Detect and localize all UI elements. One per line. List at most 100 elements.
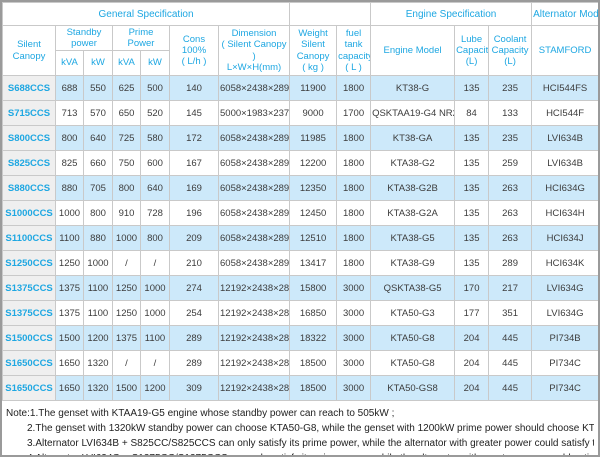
- model-link-cell[interactable]: S800CCS: [2, 125, 56, 151]
- value-cell: HCI634G: [531, 175, 598, 201]
- value-cell: 135: [454, 150, 490, 176]
- model-link-cell[interactable]: S688CCS: [2, 75, 56, 101]
- value-cell: 135: [454, 225, 490, 251]
- value-cell: 5000×1983×2371: [217, 100, 291, 126]
- value-cell: 351: [488, 300, 533, 326]
- value-cell: 235: [488, 75, 533, 101]
- value-cell: 169: [169, 175, 219, 201]
- value-cell: 11900: [289, 75, 338, 101]
- model-link-cell[interactable]: S715CCS: [2, 100, 56, 126]
- header-fuel-tank: fuel tank capacity ( L ): [336, 25, 372, 76]
- value-cell: 625: [112, 75, 141, 101]
- value-cell: 725: [112, 125, 141, 151]
- value-cell: KTA50-GS8: [370, 375, 456, 401]
- value-cell: 12192×2438×2896: [217, 375, 291, 401]
- header-silent-canopy: Silent Canopy: [2, 25, 56, 76]
- value-cell: 600: [140, 150, 170, 176]
- value-cell: 12200: [289, 150, 338, 176]
- value-cell: 13417: [289, 250, 338, 276]
- value-cell: 135: [454, 200, 490, 226]
- model-link-cell[interactable]: S1650CCS: [2, 375, 56, 401]
- value-cell: 135: [454, 175, 490, 201]
- value-cell: 1100: [83, 275, 113, 301]
- value-cell: 445: [488, 350, 533, 376]
- value-cell: 263: [488, 225, 533, 251]
- value-cell: 1375: [112, 325, 141, 351]
- table-row: S1250CCS 1250 1000//210 6058×2438×2896 13417…: [2, 250, 598, 276]
- value-cell: 167: [169, 150, 219, 176]
- value-cell: 3000: [336, 375, 372, 401]
- value-cell: /: [140, 350, 170, 376]
- value-cell: LVI634G: [531, 275, 598, 301]
- table-row: S1500CCS 1500 1200 1375 1100 289 12192×2438×28…: [2, 325, 598, 351]
- value-cell: 217: [488, 275, 533, 301]
- value-cell: 6058×2438×2896: [217, 200, 291, 226]
- value-cell: /: [112, 350, 141, 376]
- value-cell: 1500: [112, 375, 141, 401]
- value-cell: 1800: [336, 150, 372, 176]
- value-cell: 1100: [55, 225, 84, 251]
- value-cell: 1000: [112, 225, 141, 251]
- model-link-cell[interactable]: S1650CCS: [2, 350, 56, 376]
- value-cell: 3000: [336, 350, 372, 376]
- value-cell: 145: [169, 100, 219, 126]
- value-cell: 580: [140, 125, 170, 151]
- value-cell: 12192×2438×2896: [217, 325, 291, 351]
- value-cell: 750: [112, 150, 141, 176]
- value-cell: 18500: [289, 350, 338, 376]
- value-cell: 135: [454, 250, 490, 276]
- table-row: S715CCS 713 570 650 520 145 5000×1983×2371 9000…: [2, 100, 598, 126]
- value-cell: HCI634J: [531, 225, 598, 251]
- value-cell: KTA38-G5: [370, 225, 456, 251]
- model-link-cell[interactable]: S825CCS: [2, 150, 56, 176]
- value-cell: LVI634G: [531, 300, 598, 326]
- value-cell: KTA50-G3: [370, 300, 456, 326]
- header-weight: Weight Silent Canopy ( kg ): [289, 25, 338, 76]
- value-cell: 880: [83, 225, 113, 251]
- value-cell: 289: [169, 350, 219, 376]
- value-cell: 263: [488, 200, 533, 226]
- model-link-cell[interactable]: S1000CCS: [2, 200, 56, 226]
- note-line: 4.Alternator LVI634G + S1375CC/S1375CCS …: [6, 451, 594, 455]
- value-cell: KTA50-G8: [370, 325, 456, 351]
- value-cell: 550: [83, 75, 113, 101]
- value-cell: 135: [454, 125, 490, 151]
- value-cell: 1320: [83, 375, 113, 401]
- value-cell: 12192×2438×2896: [217, 275, 291, 301]
- model-link-cell[interactable]: S1375CCS: [2, 275, 56, 301]
- value-cell: 6058×2438×2896: [217, 125, 291, 151]
- value-cell: 6058×2438×2896: [217, 175, 291, 201]
- header-spacer: [289, 2, 372, 26]
- header-standby-kva: kVA: [55, 50, 84, 76]
- value-cell: 209: [169, 225, 219, 251]
- table-row: S880CCS 880 705 800 640 169 6058×2438×2896 1235…: [2, 175, 598, 201]
- value-cell: /: [112, 250, 141, 276]
- table-row: S1000CCS 1000 800 910 728 196 6058×2438×2896 12…: [2, 200, 598, 226]
- value-cell: 1100: [83, 300, 113, 326]
- model-link-cell[interactable]: S1250CCS: [2, 250, 56, 276]
- value-cell: 1650: [55, 350, 84, 376]
- header-standby-kw: kW: [83, 50, 113, 76]
- value-cell: 204: [454, 375, 490, 401]
- value-cell: 1800: [336, 75, 372, 101]
- table-row: S825CCS 825 660 750 600 167 6058×2438×2896 1220…: [2, 150, 598, 176]
- model-link-cell[interactable]: S1500CCS: [2, 325, 56, 351]
- model-link-cell[interactable]: S880CCS: [2, 175, 56, 201]
- model-link-cell[interactable]: S1375CCS: [2, 300, 56, 326]
- value-cell: 640: [83, 125, 113, 151]
- table-row: S800CCS 800 640 725 580 172 6058×2438×2896 1198…: [2, 125, 598, 151]
- header-prime-power: Prime Power: [112, 25, 170, 51]
- value-cell: 1500: [55, 325, 84, 351]
- value-cell: HCI544F: [531, 100, 598, 126]
- value-cell: 445: [488, 375, 533, 401]
- value-cell: 1700: [336, 100, 372, 126]
- value-cell: 140: [169, 75, 219, 101]
- value-cell: 1800: [336, 200, 372, 226]
- value-cell: KTA38-G2: [370, 150, 456, 176]
- value-cell: 1800: [336, 125, 372, 151]
- model-link-cell[interactable]: S1100CCS: [2, 225, 56, 251]
- value-cell: 640: [140, 175, 170, 201]
- value-cell: 12450: [289, 200, 338, 226]
- value-cell: 728: [140, 200, 170, 226]
- value-cell: LVI634B: [531, 125, 598, 151]
